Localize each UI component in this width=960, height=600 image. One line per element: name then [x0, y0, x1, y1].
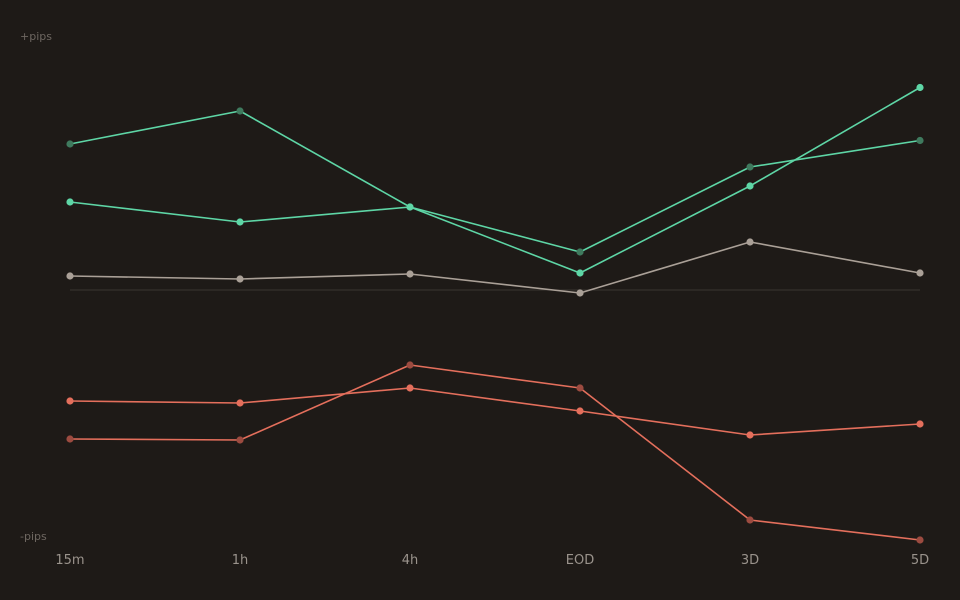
- data-point-positive-4h: [406, 203, 414, 211]
- x-tick-label: EOD: [566, 553, 594, 568]
- series-positive_muted: [66, 107, 924, 256]
- data-point-positive_muted-15m: [66, 140, 74, 148]
- x-tick-label: 15m: [55, 553, 84, 568]
- data-point-neutral-EOD: [576, 289, 584, 297]
- data-point-neutral-3D: [746, 238, 754, 246]
- series-negative: [66, 384, 924, 439]
- data-point-positive_muted-5D: [916, 136, 924, 145]
- data-point-negative_muted-15m: [66, 435, 74, 443]
- series-negative_muted: [66, 361, 924, 544]
- data-point-neutral-15m: [66, 272, 74, 280]
- data-point-negative-4h: [406, 384, 414, 392]
- series-neutral: [66, 238, 924, 297]
- data-point-neutral-1h: [236, 275, 244, 283]
- data-point-negative_muted-5D: [916, 536, 924, 544]
- data-point-neutral-5D: [916, 269, 924, 277]
- x-tick-label: 1h: [232, 553, 249, 568]
- data-point-negative-3D: [746, 431, 754, 439]
- x-tick-label: 5D: [911, 553, 929, 568]
- data-point-negative-EOD: [576, 407, 584, 415]
- data-point-negative_muted-1h: [236, 436, 244, 444]
- series-layer: [66, 83, 924, 544]
- data-point-negative-5D: [916, 420, 924, 428]
- data-point-negative-1h: [236, 399, 244, 407]
- data-point-positive_muted-3D: [746, 163, 754, 171]
- data-point-negative_muted-EOD: [576, 384, 584, 392]
- series-line-negative_muted: [69, 364, 921, 541]
- data-point-positive-3D: [746, 182, 754, 190]
- series-line-positive: [69, 86, 921, 274]
- series-line-neutral: [69, 241, 921, 294]
- data-point-positive_muted-EOD: [576, 248, 584, 256]
- data-point-neutral-4h: [406, 270, 414, 278]
- data-point-positive-1h: [236, 218, 244, 226]
- x-tick-label: 4h: [402, 553, 419, 568]
- y-axis-top-label: +pips: [20, 30, 52, 43]
- series-positive: [66, 83, 924, 277]
- series-line-positive_muted: [69, 110, 921, 253]
- y-axis-bottom-label: -pips: [20, 530, 47, 543]
- data-point-positive_muted-1h: [236, 107, 244, 115]
- x-axis-ticks: 15m 1h 4h EOD 3D 5D: [55, 553, 929, 568]
- data-point-positive-15m: [66, 198, 74, 206]
- data-point-positive-EOD: [576, 269, 584, 277]
- data-point-negative_muted-4h: [406, 361, 414, 369]
- data-point-negative_muted-3D: [746, 516, 754, 524]
- series-line-negative: [69, 387, 921, 436]
- x-tick-label: 3D: [741, 553, 759, 568]
- data-point-positive-5D: [916, 83, 924, 92]
- data-point-negative-15m: [66, 397, 74, 405]
